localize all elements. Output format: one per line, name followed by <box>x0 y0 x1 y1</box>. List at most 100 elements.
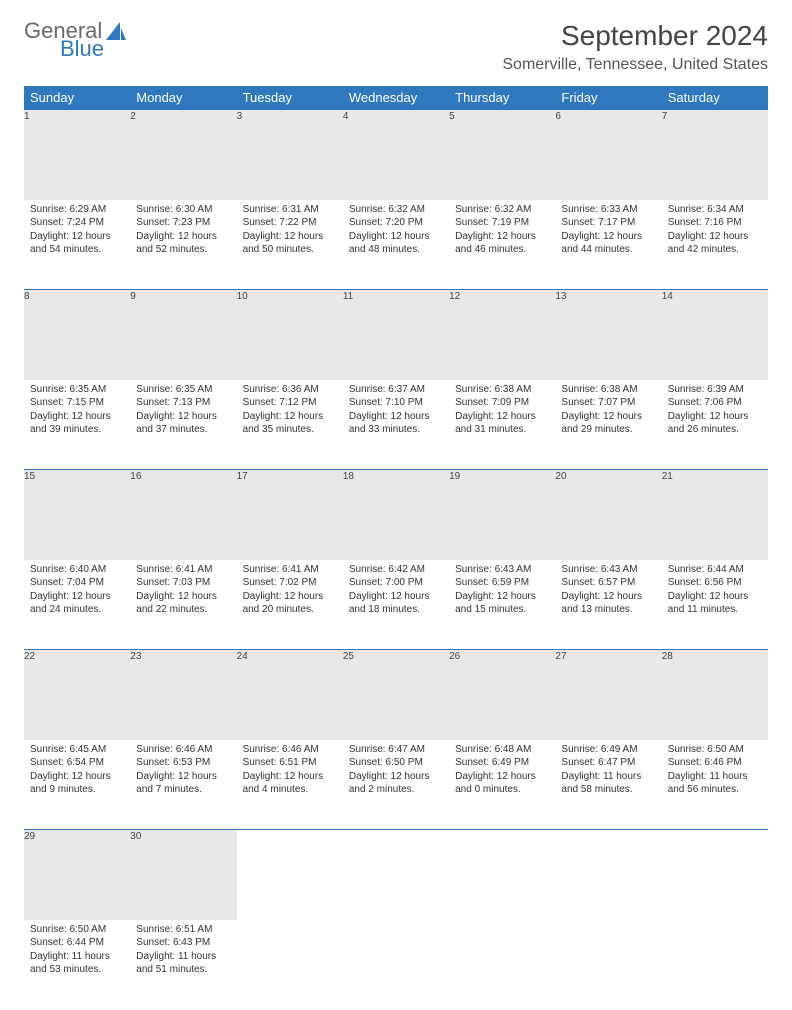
day-cell: Sunrise: 6:47 AMSunset: 6:50 PMDaylight:… <box>343 740 449 830</box>
day-cell: Sunrise: 6:45 AMSunset: 6:54 PMDaylight:… <box>24 740 130 830</box>
daylight-text: Daylight: 12 hours and 15 minutes. <box>455 590 549 617</box>
day-cell: Sunrise: 6:38 AMSunset: 7:07 PMDaylight:… <box>555 380 661 470</box>
day-cell: Sunrise: 6:31 AMSunset: 7:22 PMDaylight:… <box>237 200 343 290</box>
daylight-text: Daylight: 12 hours and 52 minutes. <box>136 230 230 257</box>
sunrise-text: Sunrise: 6:48 AM <box>455 743 549 757</box>
sunrise-text: Sunrise: 6:31 AM <box>243 203 337 217</box>
sunset-text: Sunset: 6:47 PM <box>561 756 655 770</box>
day-number-cell: 29 <box>24 830 130 920</box>
daylight-text: Daylight: 12 hours and 29 minutes. <box>561 410 655 437</box>
day-number-row: 891011121314 <box>24 290 768 380</box>
sunset-text: Sunset: 7:06 PM <box>668 396 762 410</box>
month-title: September 2024 <box>502 20 768 52</box>
sunset-text: Sunset: 6:59 PM <box>455 576 549 590</box>
day-cell: Sunrise: 6:46 AMSunset: 6:51 PMDaylight:… <box>237 740 343 830</box>
sunrise-text: Sunrise: 6:37 AM <box>349 383 443 397</box>
sunset-text: Sunset: 7:00 PM <box>349 576 443 590</box>
sunrise-text: Sunrise: 6:36 AM <box>243 383 337 397</box>
day-cell <box>449 920 555 1010</box>
day-number-cell: 2 <box>130 110 236 200</box>
day-cell: Sunrise: 6:51 AMSunset: 6:43 PMDaylight:… <box>130 920 236 1010</box>
day-number-cell: 18 <box>343 470 449 560</box>
day-number-cell: 26 <box>449 650 555 740</box>
day-cell <box>662 920 768 1010</box>
sunrise-text: Sunrise: 6:29 AM <box>30 203 124 217</box>
day-cell: Sunrise: 6:34 AMSunset: 7:16 PMDaylight:… <box>662 200 768 290</box>
sunrise-text: Sunrise: 6:41 AM <box>136 563 230 577</box>
day-number-cell: 23 <box>130 650 236 740</box>
day-header: Thursday <box>449 86 555 110</box>
day-header: Friday <box>555 86 661 110</box>
day-number-cell: 1 <box>24 110 130 200</box>
sunrise-text: Sunrise: 6:34 AM <box>668 203 762 217</box>
day-cell: Sunrise: 6:48 AMSunset: 6:49 PMDaylight:… <box>449 740 555 830</box>
day-number-cell: 14 <box>662 290 768 380</box>
daylight-text: Daylight: 12 hours and 2 minutes. <box>349 770 443 797</box>
sunset-text: Sunset: 7:24 PM <box>30 216 124 230</box>
daylight-text: Daylight: 12 hours and 7 minutes. <box>136 770 230 797</box>
day-body-row: Sunrise: 6:40 AMSunset: 7:04 PM Daylight:… <box>24 560 768 650</box>
sunrise-text: Sunrise: 6:32 AM <box>455 203 549 217</box>
sunrise-text: Sunrise: 6:35 AM <box>136 383 230 397</box>
sunset-text: Sunset: 7:19 PM <box>455 216 549 230</box>
day-cell: Sunrise: 6:36 AMSunset: 7:12 PMDaylight:… <box>237 380 343 470</box>
sunrise-text: Sunrise: 6:46 AM <box>136 743 230 757</box>
location: Somerville, Tennessee, United States <box>502 56 768 74</box>
day-body-row: Sunrise: 6:29 AMSunset: 7:24 PM Daylight:… <box>24 200 768 290</box>
sunrise-text: Sunrise: 6:40 AM <box>30 563 124 577</box>
daylight-text: Daylight: 11 hours and 51 minutes. <box>136 950 230 977</box>
day-number-cell: 3 <box>237 110 343 200</box>
day-header: Tuesday <box>237 86 343 110</box>
sunrise-text: Sunrise: 6:50 AM <box>668 743 762 757</box>
day-number-row: 15161718192021 <box>24 470 768 560</box>
daylight-text: Daylight: 11 hours and 58 minutes. <box>561 770 655 797</box>
daylight-text: Daylight: 12 hours and 42 minutes. <box>668 230 762 257</box>
day-number-row: 1234567 <box>24 110 768 200</box>
day-number-cell: 4 <box>343 110 449 200</box>
daylight-text: Daylight: 12 hours and 35 minutes. <box>243 410 337 437</box>
day-cell: Sunrise: 6:46 AMSunset: 6:53 PMDaylight:… <box>130 740 236 830</box>
daylight-text: Daylight: 12 hours and 11 minutes. <box>668 590 762 617</box>
day-cell: Sunrise: 6:50 AMSunset: 6:44 PMDaylight:… <box>24 920 130 1010</box>
day-number-cell: 13 <box>555 290 661 380</box>
day-number-cell: 25 <box>343 650 449 740</box>
title-block: September 2024 Somerville, Tennessee, Un… <box>502 20 768 74</box>
sunset-text: Sunset: 6:44 PM <box>30 936 124 950</box>
logo-text-blue: Blue <box>60 38 104 60</box>
sunset-text: Sunset: 7:09 PM <box>455 396 549 410</box>
daylight-text: Daylight: 12 hours and 46 minutes. <box>455 230 549 257</box>
sunrise-text: Sunrise: 6:43 AM <box>455 563 549 577</box>
sunset-text: Sunset: 6:53 PM <box>136 756 230 770</box>
daylight-text: Daylight: 12 hours and 48 minutes. <box>349 230 443 257</box>
daylight-text: Daylight: 11 hours and 56 minutes. <box>668 770 762 797</box>
day-body-row: Sunrise: 6:50 AMSunset: 6:44 PMDaylight:… <box>24 920 768 1010</box>
logo: General Blue <box>24 20 126 60</box>
day-cell: Sunrise: 6:29 AMSunset: 7:24 PMDaylight:… <box>24 200 130 290</box>
day-number-cell: 11 <box>343 290 449 380</box>
day-cell: Sunrise: 6:41 AMSunset: 7:03 PMDaylight:… <box>130 560 236 650</box>
day-cell <box>237 920 343 1010</box>
day-cell: Sunrise: 6:50 AMSunset: 6:46 PMDaylight:… <box>662 740 768 830</box>
sunset-text: Sunset: 7:04 PM <box>30 576 124 590</box>
sunset-text: Sunset: 7:17 PM <box>561 216 655 230</box>
day-header: Monday <box>130 86 236 110</box>
sunset-text: Sunset: 6:43 PM <box>136 936 230 950</box>
day-number-cell: 24 <box>237 650 343 740</box>
day-number-cell: 22 <box>24 650 130 740</box>
day-header: Sunday <box>24 86 130 110</box>
sunset-text: Sunset: 6:46 PM <box>668 756 762 770</box>
day-header-row: Sunday Monday Tuesday Wednesday Thursday… <box>24 86 768 110</box>
sunrise-text: Sunrise: 6:32 AM <box>349 203 443 217</box>
day-number-cell <box>237 830 343 920</box>
daylight-text: Daylight: 12 hours and 31 minutes. <box>455 410 549 437</box>
daylight-text: Daylight: 12 hours and 20 minutes. <box>243 590 337 617</box>
daylight-text: Daylight: 12 hours and 39 minutes. <box>30 410 124 437</box>
day-header: Saturday <box>662 86 768 110</box>
sunset-text: Sunset: 7:20 PM <box>349 216 443 230</box>
day-cell: Sunrise: 6:32 AMSunset: 7:19 PMDaylight:… <box>449 200 555 290</box>
sunset-text: Sunset: 6:54 PM <box>30 756 124 770</box>
sunset-text: Sunset: 7:02 PM <box>243 576 337 590</box>
day-cell: Sunrise: 6:30 AMSunset: 7:23 PMDaylight:… <box>130 200 236 290</box>
sunrise-text: Sunrise: 6:41 AM <box>243 563 337 577</box>
sunrise-text: Sunrise: 6:43 AM <box>561 563 655 577</box>
